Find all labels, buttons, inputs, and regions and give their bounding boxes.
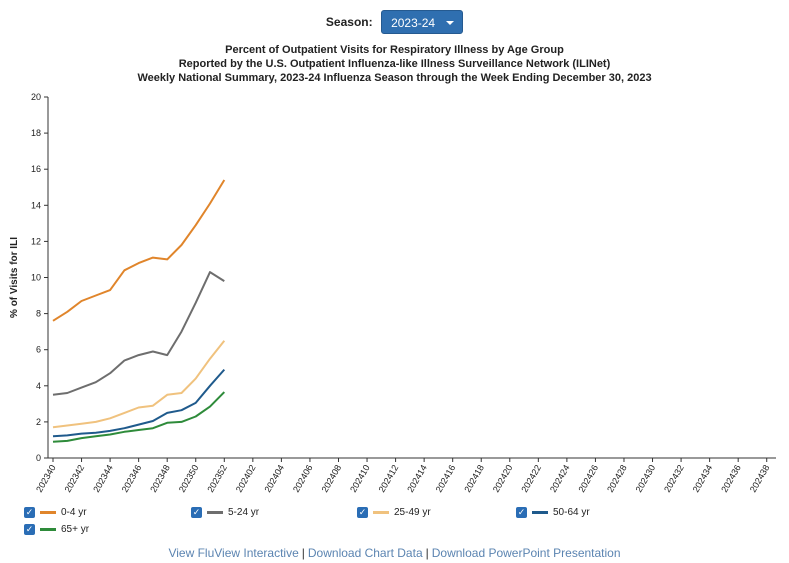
y-tick-label: 14 [31, 200, 41, 210]
y-tick-label: 8 [36, 309, 41, 319]
x-tick-label: 202342 [63, 463, 87, 494]
series-line-5-24-yr [52, 271, 225, 396]
y-tick-label: 16 [31, 164, 41, 174]
legend-checkbox[interactable]: ✓ [357, 506, 368, 518]
y-tick-label: 10 [31, 273, 41, 283]
x-tick-label: 202340 [34, 463, 58, 494]
chart-title: Percent of Outpatient Visits for Respira… [225, 44, 564, 56]
legend-item[interactable]: ✓ 50-64 yr [516, 505, 590, 519]
legend-item[interactable]: ✓ 5-24 yr [191, 505, 259, 519]
legend-checkbox[interactable]: ✓ [24, 523, 35, 535]
download-chart-data-link[interactable]: Download Chart Data [307, 546, 423, 560]
y-tick-label: 0 [36, 453, 41, 463]
legend-item[interactable]: ✓ 0-4 yr [24, 505, 87, 519]
x-tick-label: 202430 [634, 463, 658, 494]
x-tick-label: 202426 [576, 463, 600, 494]
y-tick-label: 18 [31, 128, 41, 138]
season-selected-value: 2023-24 [391, 16, 436, 30]
link-separator: | [301, 546, 305, 560]
x-tick-label: 202428 [605, 463, 629, 494]
chart-subtitle-source: Reported by the U.S. Outpatient Influenz… [178, 58, 611, 70]
legend-label: 0-4 yr [61, 506, 87, 518]
legend-label: 65+ yr [61, 523, 90, 535]
chart-series-lines [52, 179, 226, 443]
y-tick-label: 20 [31, 92, 41, 102]
x-tick-label: 202346 [120, 463, 144, 494]
x-tick-label: 202434 [691, 463, 715, 494]
download-powerpoint-link[interactable]: Download PowerPoint Presentation [431, 546, 621, 560]
series-line-0-4-yr [52, 179, 226, 322]
chart-title-block: Percent of Outpatient Visits for Respira… [0, 43, 789, 85]
y-tick-label: 2 [36, 417, 41, 427]
y-tick-label: 4 [36, 381, 41, 391]
x-tick-label: 202424 [548, 463, 572, 494]
x-tick-label: 202418 [462, 463, 486, 494]
y-tick-label: 12 [31, 236, 41, 246]
x-tick-label: 202344 [91, 463, 115, 494]
legend-swatch [40, 510, 56, 514]
x-tick-label: 202404 [262, 463, 286, 494]
link-separator: | [425, 546, 429, 560]
legend-item[interactable]: ✓ 65+ yr [24, 522, 89, 536]
season-label: Season: [325, 15, 373, 29]
series-line-65-yr [52, 391, 226, 443]
x-tick-label: 202352 [205, 463, 229, 494]
caret-down-icon [446, 21, 455, 25]
x-tick-label: 202348 [148, 463, 172, 494]
chart-subtitle-period: Weekly National Summary, 2023-24 Influen… [137, 72, 652, 84]
x-tick-label: 202432 [662, 463, 686, 494]
legend-checkbox[interactable]: ✓ [191, 506, 202, 518]
series-line-50-64-yr [52, 368, 226, 438]
footer-links: View FluView Interactive | Download Chart … [0, 546, 789, 560]
legend-label: 25-49 yr [394, 506, 431, 518]
legend-swatch [532, 510, 548, 514]
x-tick-label: 202420 [491, 463, 515, 494]
legend-swatch [207, 510, 223, 514]
view-fluview-link[interactable]: View FluView Interactive [168, 546, 299, 560]
x-tick-label: 202438 [748, 463, 772, 494]
legend-item[interactable]: ✓ 25-49 yr [357, 505, 431, 519]
legend-label: 50-64 yr [553, 506, 590, 518]
legend-checkbox[interactable]: ✓ [516, 506, 527, 518]
x-tick-label: 202436 [719, 463, 743, 494]
x-tick-label: 202402 [234, 463, 258, 494]
season-selector-row: Season: 2023-24 [0, 10, 789, 34]
season-dropdown[interactable]: 2023-24 [381, 10, 464, 34]
x-tick-label: 202410 [348, 463, 372, 494]
x-tick-label: 202422 [519, 463, 543, 494]
x-tick-label: 202406 [291, 463, 315, 494]
x-tick-label: 202416 [434, 463, 458, 494]
y-tick-label: 6 [36, 345, 41, 355]
x-tick-label: 202350 [177, 463, 201, 494]
x-tick-label: 202408 [320, 463, 344, 494]
x-tick-label: 202412 [377, 463, 401, 494]
legend-label: 5-24 yr [228, 506, 260, 518]
legend-swatch [40, 527, 56, 531]
legend-checkbox[interactable]: ✓ [24, 506, 35, 518]
y-axis-label: % of Visits for ILI [9, 237, 20, 318]
legend-swatch [373, 510, 389, 514]
x-tick-label: 202414 [405, 463, 429, 494]
series-line-25-49-yr [52, 340, 226, 429]
